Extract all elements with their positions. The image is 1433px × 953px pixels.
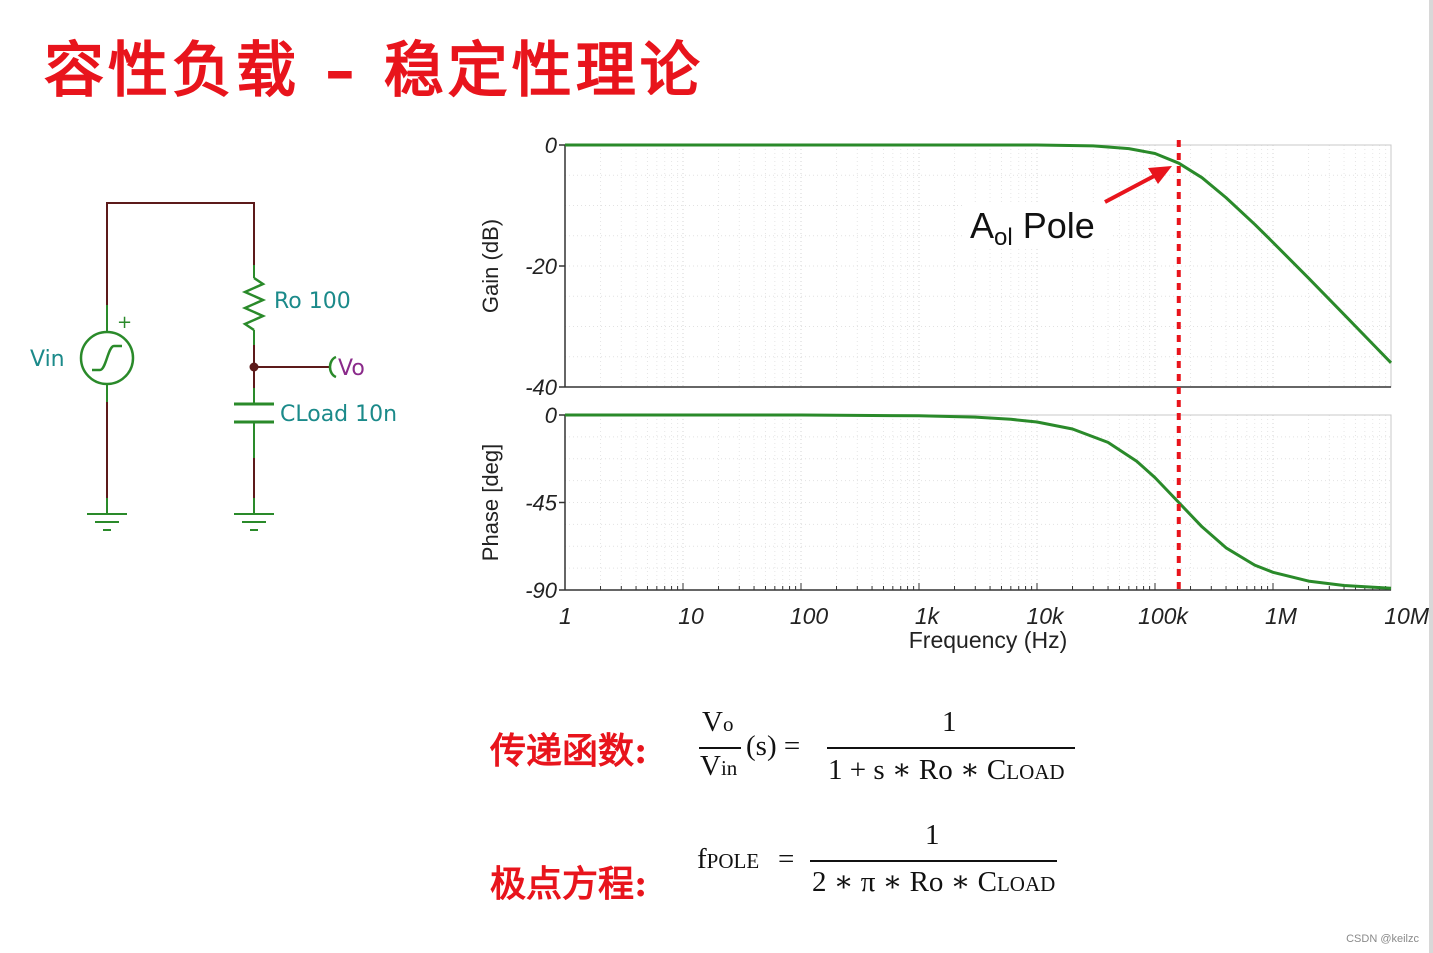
transfer-lhs-fraction-line: [699, 747, 741, 749]
phase-y-tick-label: -45: [525, 491, 558, 516]
gain-series-line: [565, 143, 1393, 364]
circuit-schematic: + Vin Ro 100 Vo CLoad 10n: [30, 202, 397, 531]
transfer-lhs-numerator: Vo: [702, 706, 734, 738]
resistor-icon: [241, 276, 267, 332]
x-tick-label: 10: [678, 603, 704, 629]
x-tick-label: 1: [559, 603, 572, 629]
x-axis-label: Frequency (Hz): [909, 627, 1067, 653]
output-label: Vo: [338, 356, 365, 381]
transfer-s-equals: (s) =: [746, 730, 801, 762]
gain-y-tick-label: -20: [525, 254, 558, 279]
transfer-rhs-denominator: 1 + s ∗ Ro ∗ CLOAD: [828, 754, 1065, 786]
transfer-lhs-denominator: Vin: [700, 750, 738, 782]
chart-axes: [559, 144, 1391, 591]
phase-grid: [564, 415, 1391, 590]
source-label: Vin: [30, 347, 65, 372]
plus-sign: +: [117, 312, 132, 333]
pole-annotation-box: [962, 204, 1110, 248]
page-title: 容性负载 – 稳定性理论: [44, 36, 704, 106]
pole-annotation-label: Aol Pole: [970, 205, 1095, 251]
chart-curves: [565, 143, 1393, 590]
pole-lhs: fPOLE: [697, 843, 760, 875]
chart-tick-labels: 0 -20 -40 Gain (dB) 0 -45 -90 Phase [deg] 1 10 100…: [478, 133, 1430, 653]
gain-y-tick-label: -40: [525, 375, 558, 400]
x-tick-label: 1k: [915, 603, 941, 629]
x-tick-label: 1M: [1265, 603, 1298, 629]
pole-rhs-denominator: 2 ∗ π ∗ Ro ∗ CLOAD: [812, 866, 1056, 898]
capacitor-label: CLoad 10n: [280, 402, 397, 427]
pole-equation-label: 极点方程:: [490, 863, 648, 905]
x-tick-label: 100k: [1138, 603, 1189, 629]
gain-y-tick-label: 0: [545, 133, 558, 158]
pole-rhs-numerator: 1: [925, 819, 940, 851]
gain-y-axis-label: Gain (dB): [478, 219, 503, 313]
window-edge: [1429, 0, 1433, 953]
transfer-function-label: 传递函数:: [490, 730, 648, 772]
x-tick-label: 100: [790, 603, 829, 629]
phase-y-tick-label: 0: [545, 403, 558, 428]
output-port-icon: [328, 355, 337, 379]
gain-grid: [564, 145, 1391, 387]
transfer-rhs-numerator: 1: [942, 706, 957, 738]
voltage-source-icon: [79, 330, 135, 386]
x-tick-label: 10M: [1384, 603, 1430, 629]
annotation-arrow-shaft: [1104, 172, 1159, 204]
watermark: CSDN @keilzc: [1346, 933, 1419, 945]
x-tick-label: 10k: [1026, 603, 1065, 629]
pole-rhs-fraction-line: [810, 860, 1057, 862]
phase-y-tick-label: -90: [525, 578, 558, 603]
top-wire: [106, 202, 255, 305]
step-waveform-icon: [92, 344, 122, 372]
arrow-head-icon: [1148, 166, 1172, 184]
bode-plot: 0 -20 -40 Gain (dB) 0 -45 -90 Phase [deg] 1 10 100…: [478, 133, 1430, 653]
resistor-label: Ro 100: [274, 289, 351, 314]
phase-y-axis-label: Phase [deg]: [478, 444, 503, 561]
transfer-rhs-fraction-line: [827, 747, 1075, 749]
chart-annotations: Aol Pole: [962, 140, 1181, 590]
pole-equals: =: [778, 843, 795, 875]
phase-series-line: [565, 413, 1392, 590]
